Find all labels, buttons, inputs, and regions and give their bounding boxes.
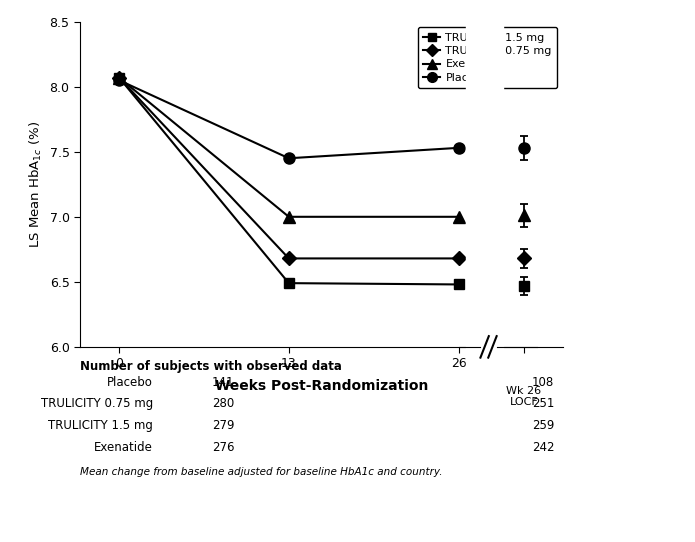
Text: Mean change from baseline adjusted for baseline HbA1c and country.: Mean change from baseline adjusted for b… [80,467,443,476]
Text: 280: 280 [212,397,234,410]
Y-axis label: LS Mean HbA$_{1c}$ (%): LS Mean HbA$_{1c}$ (%) [28,121,44,248]
Text: TRULICITY 0.75 mg: TRULICITY 0.75 mg [40,397,153,410]
Text: Number of subjects with observed data: Number of subjects with observed data [80,360,342,373]
Text: Exenatide: Exenatide [94,441,153,454]
Text: Wk 26
LOCF: Wk 26 LOCF [506,386,541,408]
Text: TRULICITY 1.5 mg: TRULICITY 1.5 mg [48,419,153,432]
Legend: TRULICITY 1.5 mg, TRULICITY 0.75 mg, Exenatide, Placebo: TRULICITY 1.5 mg, TRULICITY 0.75 mg, Exe… [418,27,557,88]
Bar [466,2,503,366]
Text: 259: 259 [532,419,554,432]
Text: 141: 141 [212,376,234,389]
X-axis label: Weeks Post-Randomization: Weeks Post-Randomization [215,379,428,392]
Text: 276: 276 [212,441,234,454]
Text: 251: 251 [532,397,554,410]
Text: 242: 242 [532,441,554,454]
Text: 279: 279 [212,419,234,432]
Bar [486,333,491,361]
Text: 108: 108 [532,376,554,389]
Text: Placebo: Placebo [107,376,153,389]
